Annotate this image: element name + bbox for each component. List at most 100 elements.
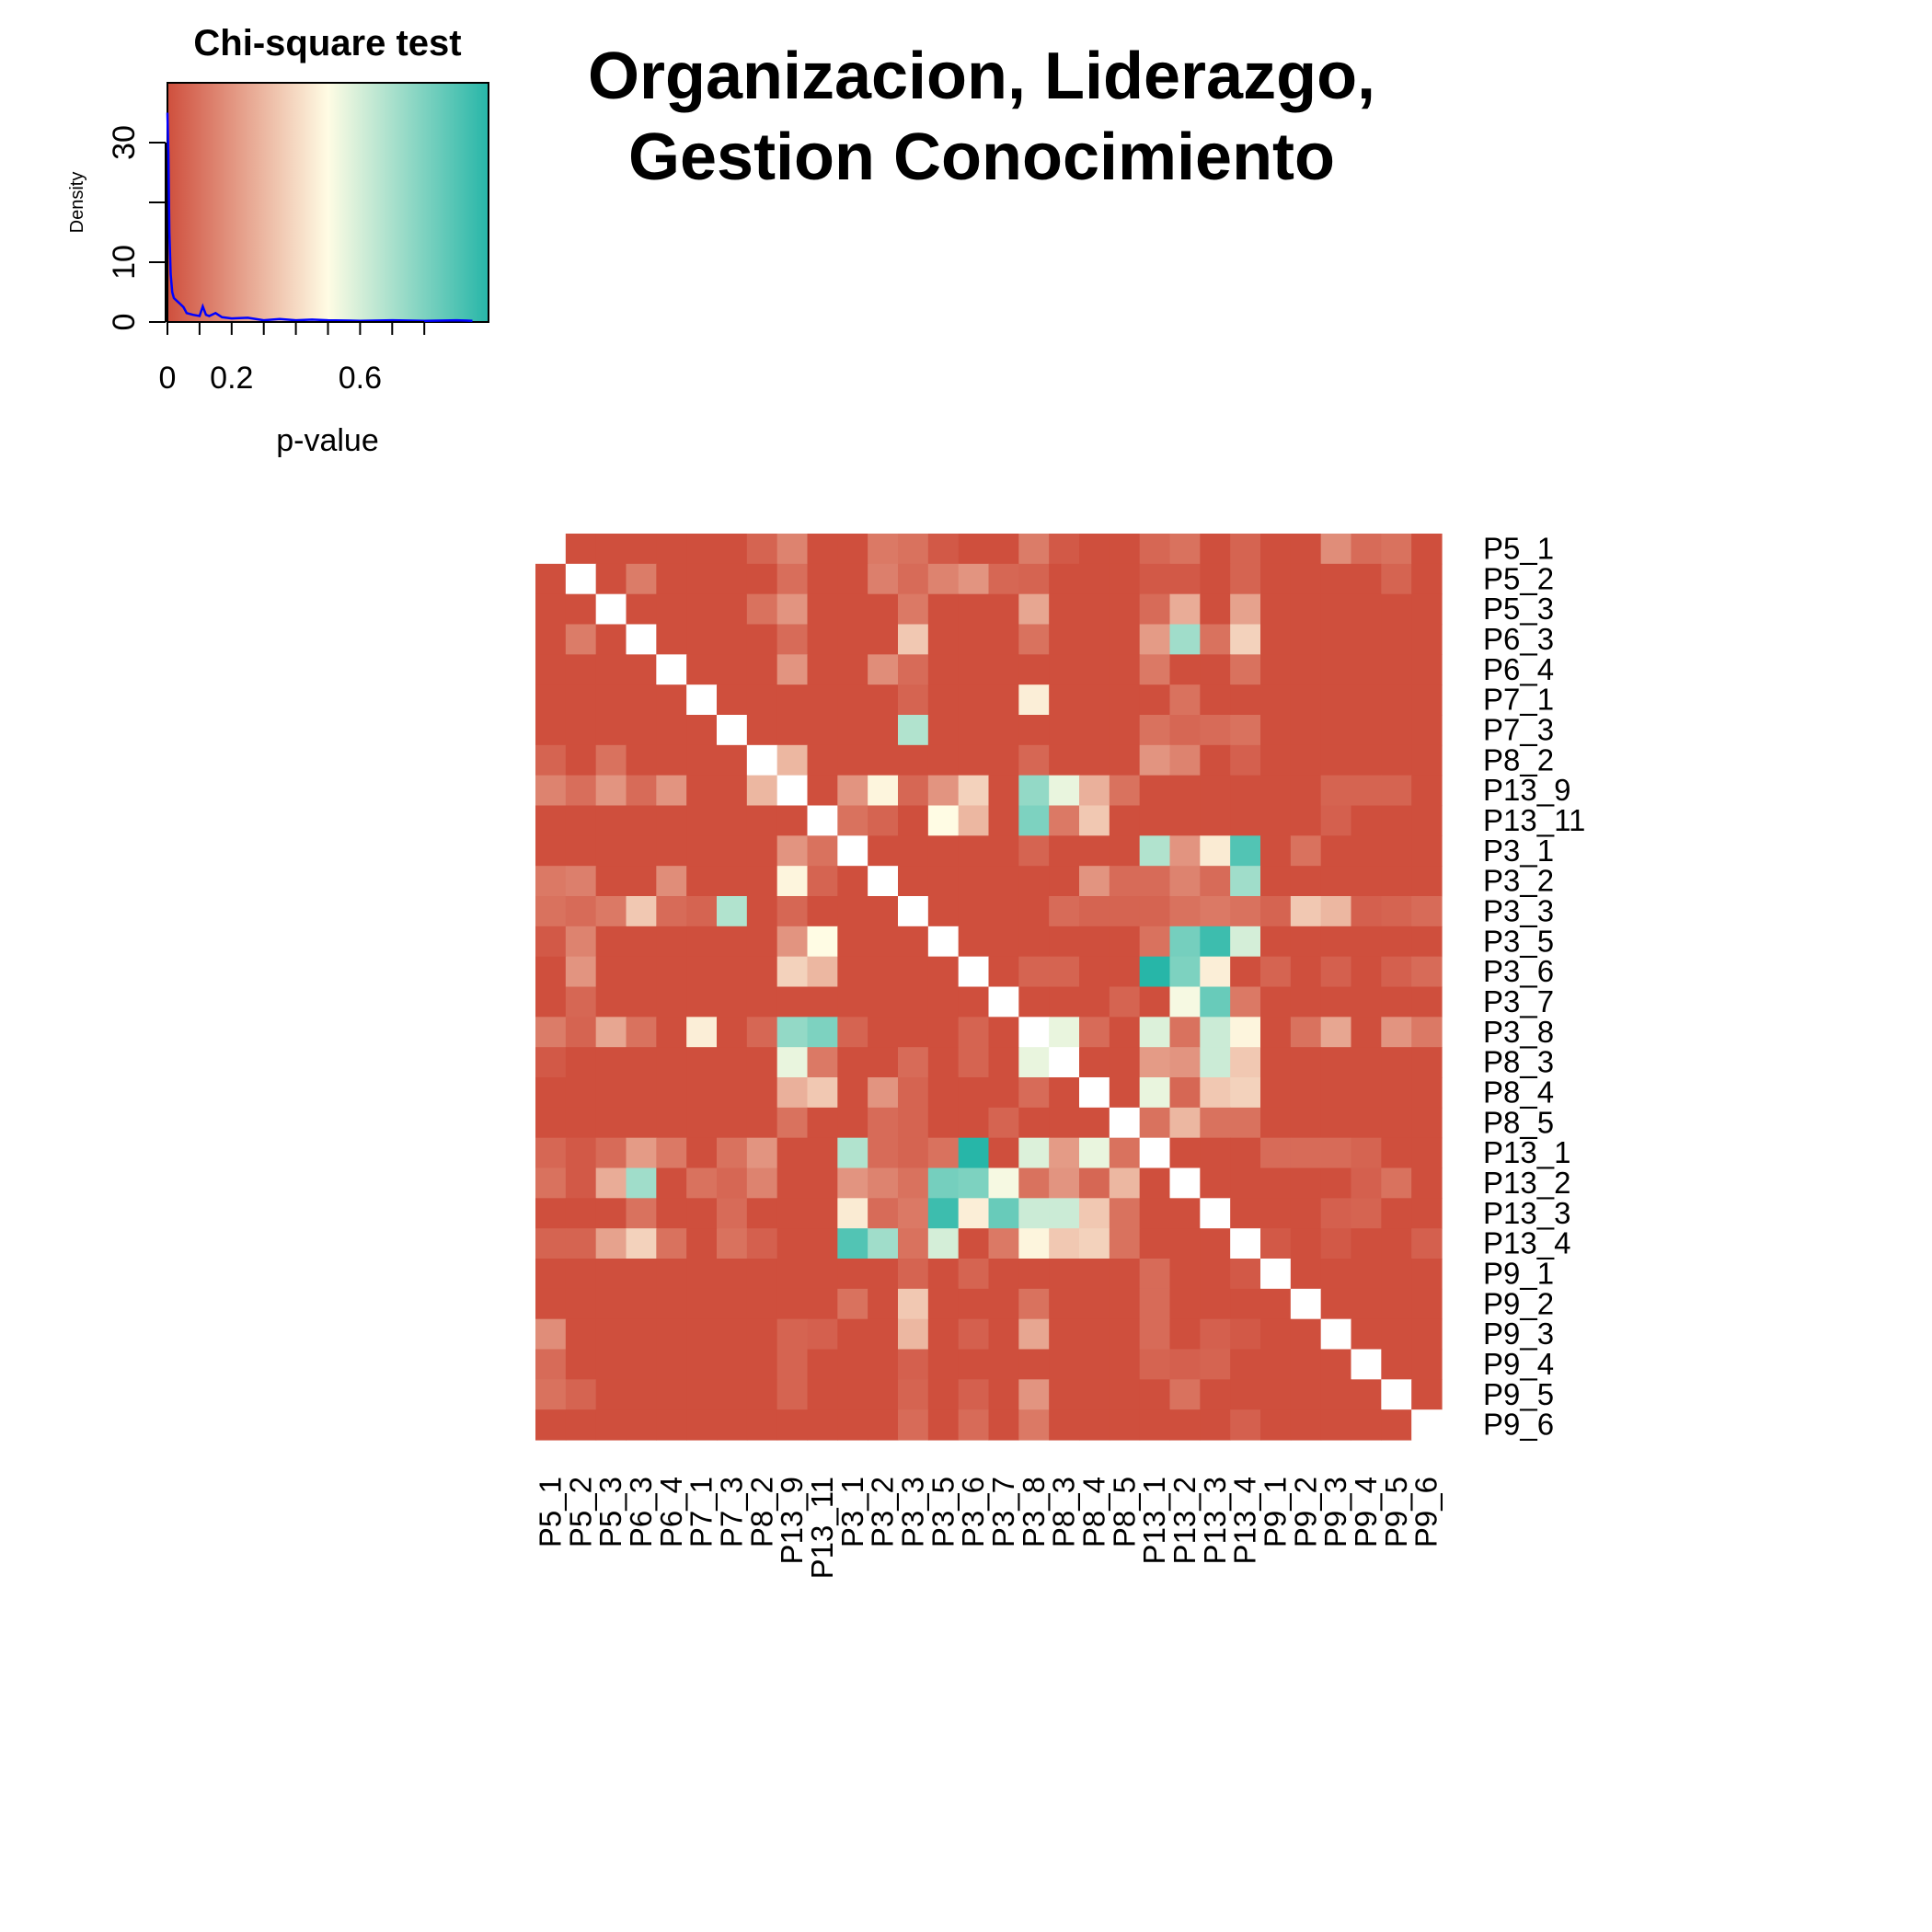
heatmap-cell-P13_4-P3_5 [927,1228,960,1259]
heatmap-cell-P8_4-P8_3 [1049,1077,1080,1109]
heatmap-cell-P9_6-P3_2 [868,1409,899,1441]
heatmap-cell-P9_1-P3_1 [837,1259,868,1290]
heatmap-cell-P5_1-P3_3 [898,534,929,565]
heatmap-cell-P8_3-P3_3 [898,1047,929,1078]
heatmap-cell-P5_1-P3_5 [927,534,960,565]
heatmap-cell-P6_3-P13_9 [776,624,809,655]
heatmap-cell-P13_9-P3_3 [898,775,929,807]
heatmap-cell-P6_3-P5_3 [595,624,627,655]
heatmap-cell-P6_4-P9_3 [1320,654,1352,685]
heatmap-cell-P3_8-P13_4 [1230,1017,1261,1048]
heatmap-cell-P6_3-P3_7 [988,624,1019,655]
heatmap-cell-P13_3-P6_3 [626,1198,657,1229]
heatmap-cell-P9_5-P8_4 [1079,1379,1110,1410]
heatmap-cell-P13_11-P6_3 [626,805,657,836]
heatmap-cell-P3_7-P3_7 [988,986,1019,1018]
heatmap-cell-P9_3-P9_5 [1381,1318,1412,1351]
heatmap-cell-P3_3-P8_5 [1109,896,1141,927]
key-x-tick-label: 0.2 [210,361,253,396]
heatmap-cell-P3_8-P3_8 [1018,1017,1050,1048]
heatmap-cell-P13_4-P8_4 [1079,1228,1110,1259]
heatmap-cell-P8_4-P8_5 [1109,1077,1141,1109]
heatmap-cell-P5_2-P13_1 [1139,563,1171,595]
heatmap-cell-P3_8-P7_3 [717,1017,748,1048]
heatmap-cell-P7_1-P9_2 [1290,684,1322,716]
heatmap-cell-P3_3-P7_3 [717,896,748,927]
heatmap-cell-P13_2-P8_2 [746,1167,778,1199]
heatmap-cell-P3_7-P3_6 [958,986,990,1018]
heatmap-cell-P3_6-P8_2 [746,956,778,988]
heatmap-cell-P3_1-P5_3 [595,835,627,867]
heatmap-cell-P3_2-P7_1 [686,866,718,897]
heatmap-cell-P5_3-P8_3 [1049,593,1080,626]
heatmap-cell-P9_2-P9_4 [1351,1288,1382,1320]
heatmap-cell-P3_8-P6_4 [656,1017,687,1048]
key-x-tick-label: 0 [159,361,177,396]
heatmap-cell-P8_4-P9_2 [1290,1077,1322,1109]
heatmap-cell-P7_3-P5_2 [565,715,597,746]
heatmap-cell-P9_2-P3_5 [927,1288,960,1320]
heatmap-cell-P6_4-P13_2 [1169,654,1201,685]
heatmap-cell-P8_5-P3_8 [1018,1107,1050,1139]
heatmap-cell-P5_2-P5_3 [595,563,627,595]
heatmap-cell-P5_2-P9_4 [1351,563,1382,595]
heatmap-cell-P9_5-P3_3 [898,1379,929,1410]
heatmap-cell-P13_9-P3_1 [837,775,868,807]
heatmap-cell-P8_4-P8_4 [1079,1077,1110,1109]
heatmap-cell-P6_3-P3_1 [837,624,868,655]
heatmap-cell-P9_5-P13_3 [1200,1379,1231,1410]
heatmap-cell-P9_2-P5_1 [535,1288,567,1320]
heatmap-cell-P5_3-P13_1 [1139,593,1171,626]
heatmap-cell-P3_3-P3_8 [1018,896,1050,927]
heatmap [535,534,1443,1441]
heatmap-cell-P6_4-P3_6 [958,654,990,685]
heatmap-cell-P3_6-P13_3 [1200,956,1231,988]
heatmap-cell-P13_4-P9_1 [1260,1228,1292,1259]
heatmap-cell-P5_3-P3_6 [958,593,990,626]
heatmap-cell-P5_2-P3_5 [927,563,960,595]
heatmap-cell-P8_4-P9_1 [1260,1077,1292,1109]
heatmap-cell-P6_3-P7_1 [686,624,718,655]
heatmap-cell-P5_1-P8_4 [1079,534,1110,565]
key-y-tick-label: 30 [107,125,142,160]
heatmap-cell-P9_5-P9_1 [1260,1379,1292,1410]
heatmap-cell-P13_1-P13_3 [1200,1137,1231,1169]
heatmap-cell-P13_4-P3_8 [1018,1228,1050,1259]
heatmap-cell-P3_1-P9_4 [1351,835,1382,867]
column-label: P3_6 [956,1477,990,1547]
heatmap-cell-P3_7-P3_8 [1018,986,1050,1018]
heatmap-cell-P9_5-P3_7 [988,1379,1019,1410]
heatmap-cell-P5_3-P3_2 [868,593,899,626]
heatmap-cell-P8_3-P13_11 [807,1047,838,1078]
heatmap-cell-P9_1-P13_11 [807,1259,838,1290]
heatmap-cell-P7_3-P13_2 [1169,715,1201,746]
heatmap-cell-P9_1-P3_3 [898,1259,929,1290]
heatmap-cell-P8_3-P9_6 [1411,1047,1443,1078]
heatmap-cell-P13_4-P3_7 [988,1228,1019,1259]
heatmap-cell-P3_2-P13_3 [1200,866,1231,897]
heatmap-cell-P9_3-P9_3 [1320,1318,1352,1351]
row-label: P9_1 [1483,1256,1554,1290]
column-label: P3_7 [986,1477,1020,1547]
heatmap-cell-P9_4-P7_1 [686,1349,718,1380]
heatmap-cell-P5_1-P9_4 [1351,534,1382,565]
heatmap-cell-P9_2-P3_1 [837,1288,868,1320]
heatmap-cell-P7_1-P7_3 [717,684,748,716]
column-label: P3_2 [866,1477,900,1547]
heatmap-cell-P13_11-P6_4 [656,805,687,836]
heatmap-cell-P3_1-P13_11 [807,835,838,867]
heatmap-cell-P13_4-P9_2 [1290,1228,1322,1259]
heatmap-cell-P13_3-P3_8 [1018,1198,1050,1229]
heatmap-cell-P3_8-P9_6 [1411,1017,1443,1048]
heatmap-cell-P8_2-P8_4 [1079,744,1110,776]
heatmap-cell-P6_4-P13_4 [1230,654,1261,685]
column-label: P13_2 [1167,1477,1202,1564]
column-label: P9_2 [1288,1477,1322,1547]
heatmap-cell-P9_3-P3_2 [868,1318,899,1351]
heatmap-cell-P5_3-P8_4 [1079,593,1110,626]
heatmap-cell-P5_2-P8_5 [1109,563,1141,595]
heatmap-cell-P13_3-P7_1 [686,1198,718,1229]
heatmap-cell-P9_4-P6_3 [626,1349,657,1380]
heatmap-cell-P6_3-P9_3 [1320,624,1352,655]
heatmap-cell-P13_1-P9_2 [1290,1137,1322,1169]
